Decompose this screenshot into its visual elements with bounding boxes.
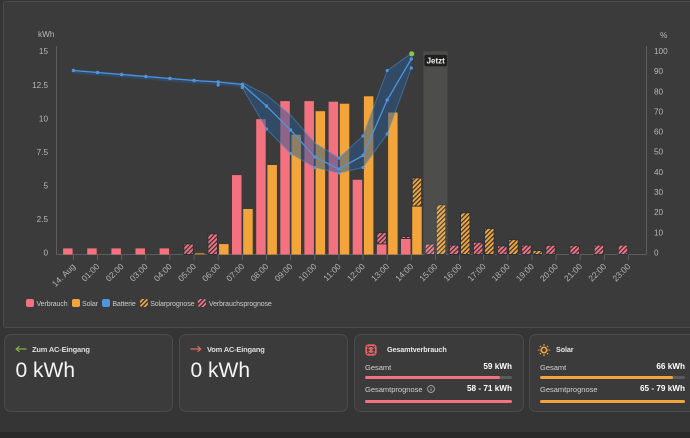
svg-text:13:00: 13:00	[369, 261, 391, 283]
svg-text:15: 15	[39, 47, 49, 56]
svg-text:16:00: 16:00	[441, 261, 463, 283]
svg-text:14. Aug: 14. Aug	[50, 261, 78, 289]
svg-text:07:00: 07:00	[224, 261, 246, 283]
svg-text:08:00: 08:00	[248, 261, 270, 283]
svg-text:5: 5	[43, 182, 48, 191]
svg-text:22:00: 22:00	[586, 261, 608, 283]
svg-text:11:00: 11:00	[321, 261, 343, 283]
svg-text:50: 50	[654, 148, 664, 157]
svg-text:03:00: 03:00	[128, 261, 150, 283]
svg-text:17:00: 17:00	[465, 261, 487, 283]
svg-text:06:00: 06:00	[200, 261, 222, 283]
svg-text:05:00: 05:00	[176, 261, 198, 283]
svg-text:0: 0	[43, 249, 48, 258]
svg-text:80: 80	[654, 87, 664, 96]
svg-text:14:00: 14:00	[393, 261, 415, 283]
svg-text:12:00: 12:00	[345, 261, 367, 283]
svg-text:Jetzt: Jetzt	[427, 57, 446, 66]
svg-text:60: 60	[654, 128, 664, 137]
svg-text:10:00: 10:00	[296, 261, 318, 283]
svg-text:18:00: 18:00	[490, 261, 512, 283]
svg-text:02:00: 02:00	[103, 261, 125, 283]
svg-text:100: 100	[654, 47, 668, 56]
svg-text:12.5: 12.5	[32, 81, 48, 90]
svg-text:10: 10	[654, 228, 664, 237]
svg-text:%: %	[660, 31, 667, 40]
svg-text:10: 10	[39, 115, 49, 124]
svg-text:23:00: 23:00	[610, 261, 632, 283]
svg-text:15:00: 15:00	[417, 261, 439, 283]
svg-text:7.5: 7.5	[37, 148, 49, 157]
svg-text:70: 70	[654, 107, 664, 116]
svg-text:20: 20	[654, 208, 664, 217]
svg-text:30: 30	[654, 188, 664, 197]
svg-text:2.5: 2.5	[37, 215, 49, 224]
svg-text:0: 0	[654, 248, 659, 257]
svg-text:90: 90	[654, 67, 664, 76]
svg-text:21:00: 21:00	[562, 261, 584, 283]
svg-text:19:00: 19:00	[514, 261, 536, 283]
svg-text:01:00: 01:00	[79, 261, 101, 283]
svg-text:40: 40	[654, 168, 664, 177]
svg-text:04:00: 04:00	[152, 261, 174, 283]
svg-text:09:00: 09:00	[272, 261, 294, 283]
svg-text:20:00: 20:00	[538, 261, 560, 283]
svg-text:kWh: kWh	[38, 30, 55, 39]
